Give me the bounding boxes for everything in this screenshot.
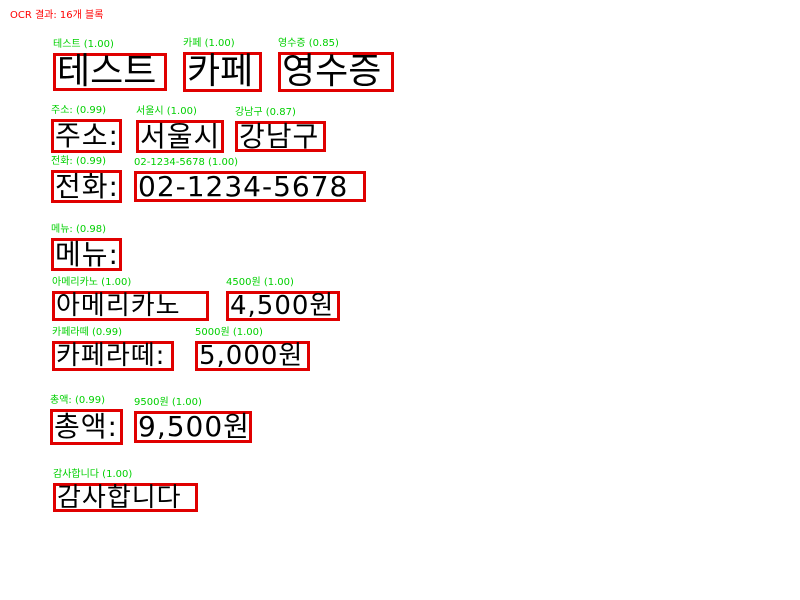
ocr-block-total-label: 총액: (0.99) 총액: [50, 395, 123, 445]
ocr-block-label: 9500원 (1.00) [134, 397, 202, 408]
ocr-block-label: 전화: (0.99) [51, 156, 107, 167]
ocr-block-gangnam: 강남구 (0.87) 강남구 [235, 107, 326, 152]
ocr-bounding-box: 4,500원 [226, 291, 340, 321]
ocr-block-address-label: 주소: (0.99) 주소: [51, 105, 122, 153]
ocr-block-label: 테스트 (1.00) [53, 39, 114, 50]
ocr-block-label: 서울시 (1.00) [136, 106, 197, 117]
ocr-block-label: 총액: (0.99) [50, 395, 106, 406]
ocr-bounding-box: 카페 [183, 52, 262, 92]
ocr-block-total-price: 9500원 (1.00) 9,500원 [134, 397, 252, 443]
ocr-bounding-box: 전화: [51, 170, 122, 203]
ocr-bounding-box: 총액: [50, 409, 123, 445]
ocr-block-menu-label: 메뉴: (0.98) 메뉴: [51, 224, 122, 271]
ocr-bounding-box: 주소: [51, 119, 122, 153]
ocr-block-text: 영수증 [282, 51, 382, 92]
ocr-block-text: 5,000원 [199, 341, 304, 371]
ocr-block-text: 메뉴: [55, 237, 119, 271]
ocr-block-label: 메뉴: (0.98) [51, 224, 107, 235]
ocr-block-text: 총액: [54, 410, 118, 443]
ocr-bounding-box: 감사합니다 [53, 483, 198, 512]
ocr-block-thank-you: 감사합니다 (1.00) 감사합니다 [53, 469, 198, 512]
ocr-block-label: 02-1234-5678 (1.00) [134, 157, 239, 168]
ocr-bounding-box: 서울시 [136, 120, 224, 153]
ocr-bounding-box: 테스트 [53, 53, 167, 91]
ocr-bounding-box: 5,000원 [195, 341, 310, 371]
ocr-block-text: 아메리카노 [56, 291, 181, 321]
ocr-block-text: 02-1234-5678 [138, 169, 349, 203]
ocr-block-label: 주소: (0.99) [51, 105, 107, 116]
ocr-block-label: 카페라떼 (0.99) [52, 327, 123, 338]
ocr-block-text: 감사합니다 [57, 482, 182, 513]
ocr-block-text: 서울시 [140, 119, 221, 153]
ocr-block-test: 테스트 (1.00) 테스트 [53, 39, 167, 91]
ocr-bounding-box: 메뉴: [51, 238, 122, 271]
ocr-block-label: 영수증 (0.85) [278, 38, 339, 49]
ocr-block-text: 강남구 [239, 119, 320, 153]
ocr-block-americano: 아메리카노 (1.00) 아메리카노 [52, 277, 209, 321]
ocr-block-text: 9,500원 [138, 410, 250, 443]
ocr-block-label: 4500원 (1.00) [226, 277, 294, 288]
ocr-block-label: 감사합니다 (1.00) [53, 469, 133, 480]
ocr-block-receipt: 영수증 (0.85) 영수증 [278, 38, 394, 92]
ocr-block-cafe: 카페 (1.00) 카페 [183, 38, 262, 92]
ocr-bounding-box: 강남구 [235, 121, 326, 152]
ocr-block-text: 4,500원 [230, 291, 335, 321]
ocr-block-label: 강남구 (0.87) [235, 107, 296, 118]
ocr-block-text: 테스트 [57, 51, 157, 92]
ocr-block-phone-number: 02-1234-5678 (1.00) 02-1234-5678 [134, 157, 366, 202]
ocr-bounding-box: 영수증 [278, 52, 394, 92]
ocr-block-label: 카페 (1.00) [183, 38, 235, 49]
ocr-block-americano-price: 4500원 (1.00) 4,500원 [226, 277, 340, 321]
ocr-block-latte: 카페라떼 (0.99) 카페라떼: [52, 327, 174, 371]
ocr-block-label: 5000원 (1.00) [195, 327, 263, 338]
ocr-block-label: 아메리카노 (1.00) [52, 277, 132, 288]
ocr-block-text: 카페 [187, 51, 254, 92]
ocr-result-header: OCR 결과: 16개 블록 [10, 10, 104, 21]
ocr-block-text: 카페라떼: [56, 341, 166, 371]
ocr-block-seoul: 서울시 (1.00) 서울시 [136, 106, 224, 153]
ocr-bounding-box: 02-1234-5678 [134, 171, 366, 202]
ocr-block-text: 전화: [55, 169, 119, 203]
ocr-bounding-box: 카페라떼: [52, 341, 174, 371]
ocr-block-text: 주소: [55, 119, 119, 152]
ocr-block-latte-price: 5000원 (1.00) 5,000원 [195, 327, 310, 371]
ocr-block-phone-label: 전화: (0.99) 전화: [51, 156, 122, 203]
ocr-bounding-box: 아메리카노 [52, 291, 209, 321]
ocr-bounding-box: 9,500원 [134, 411, 252, 443]
